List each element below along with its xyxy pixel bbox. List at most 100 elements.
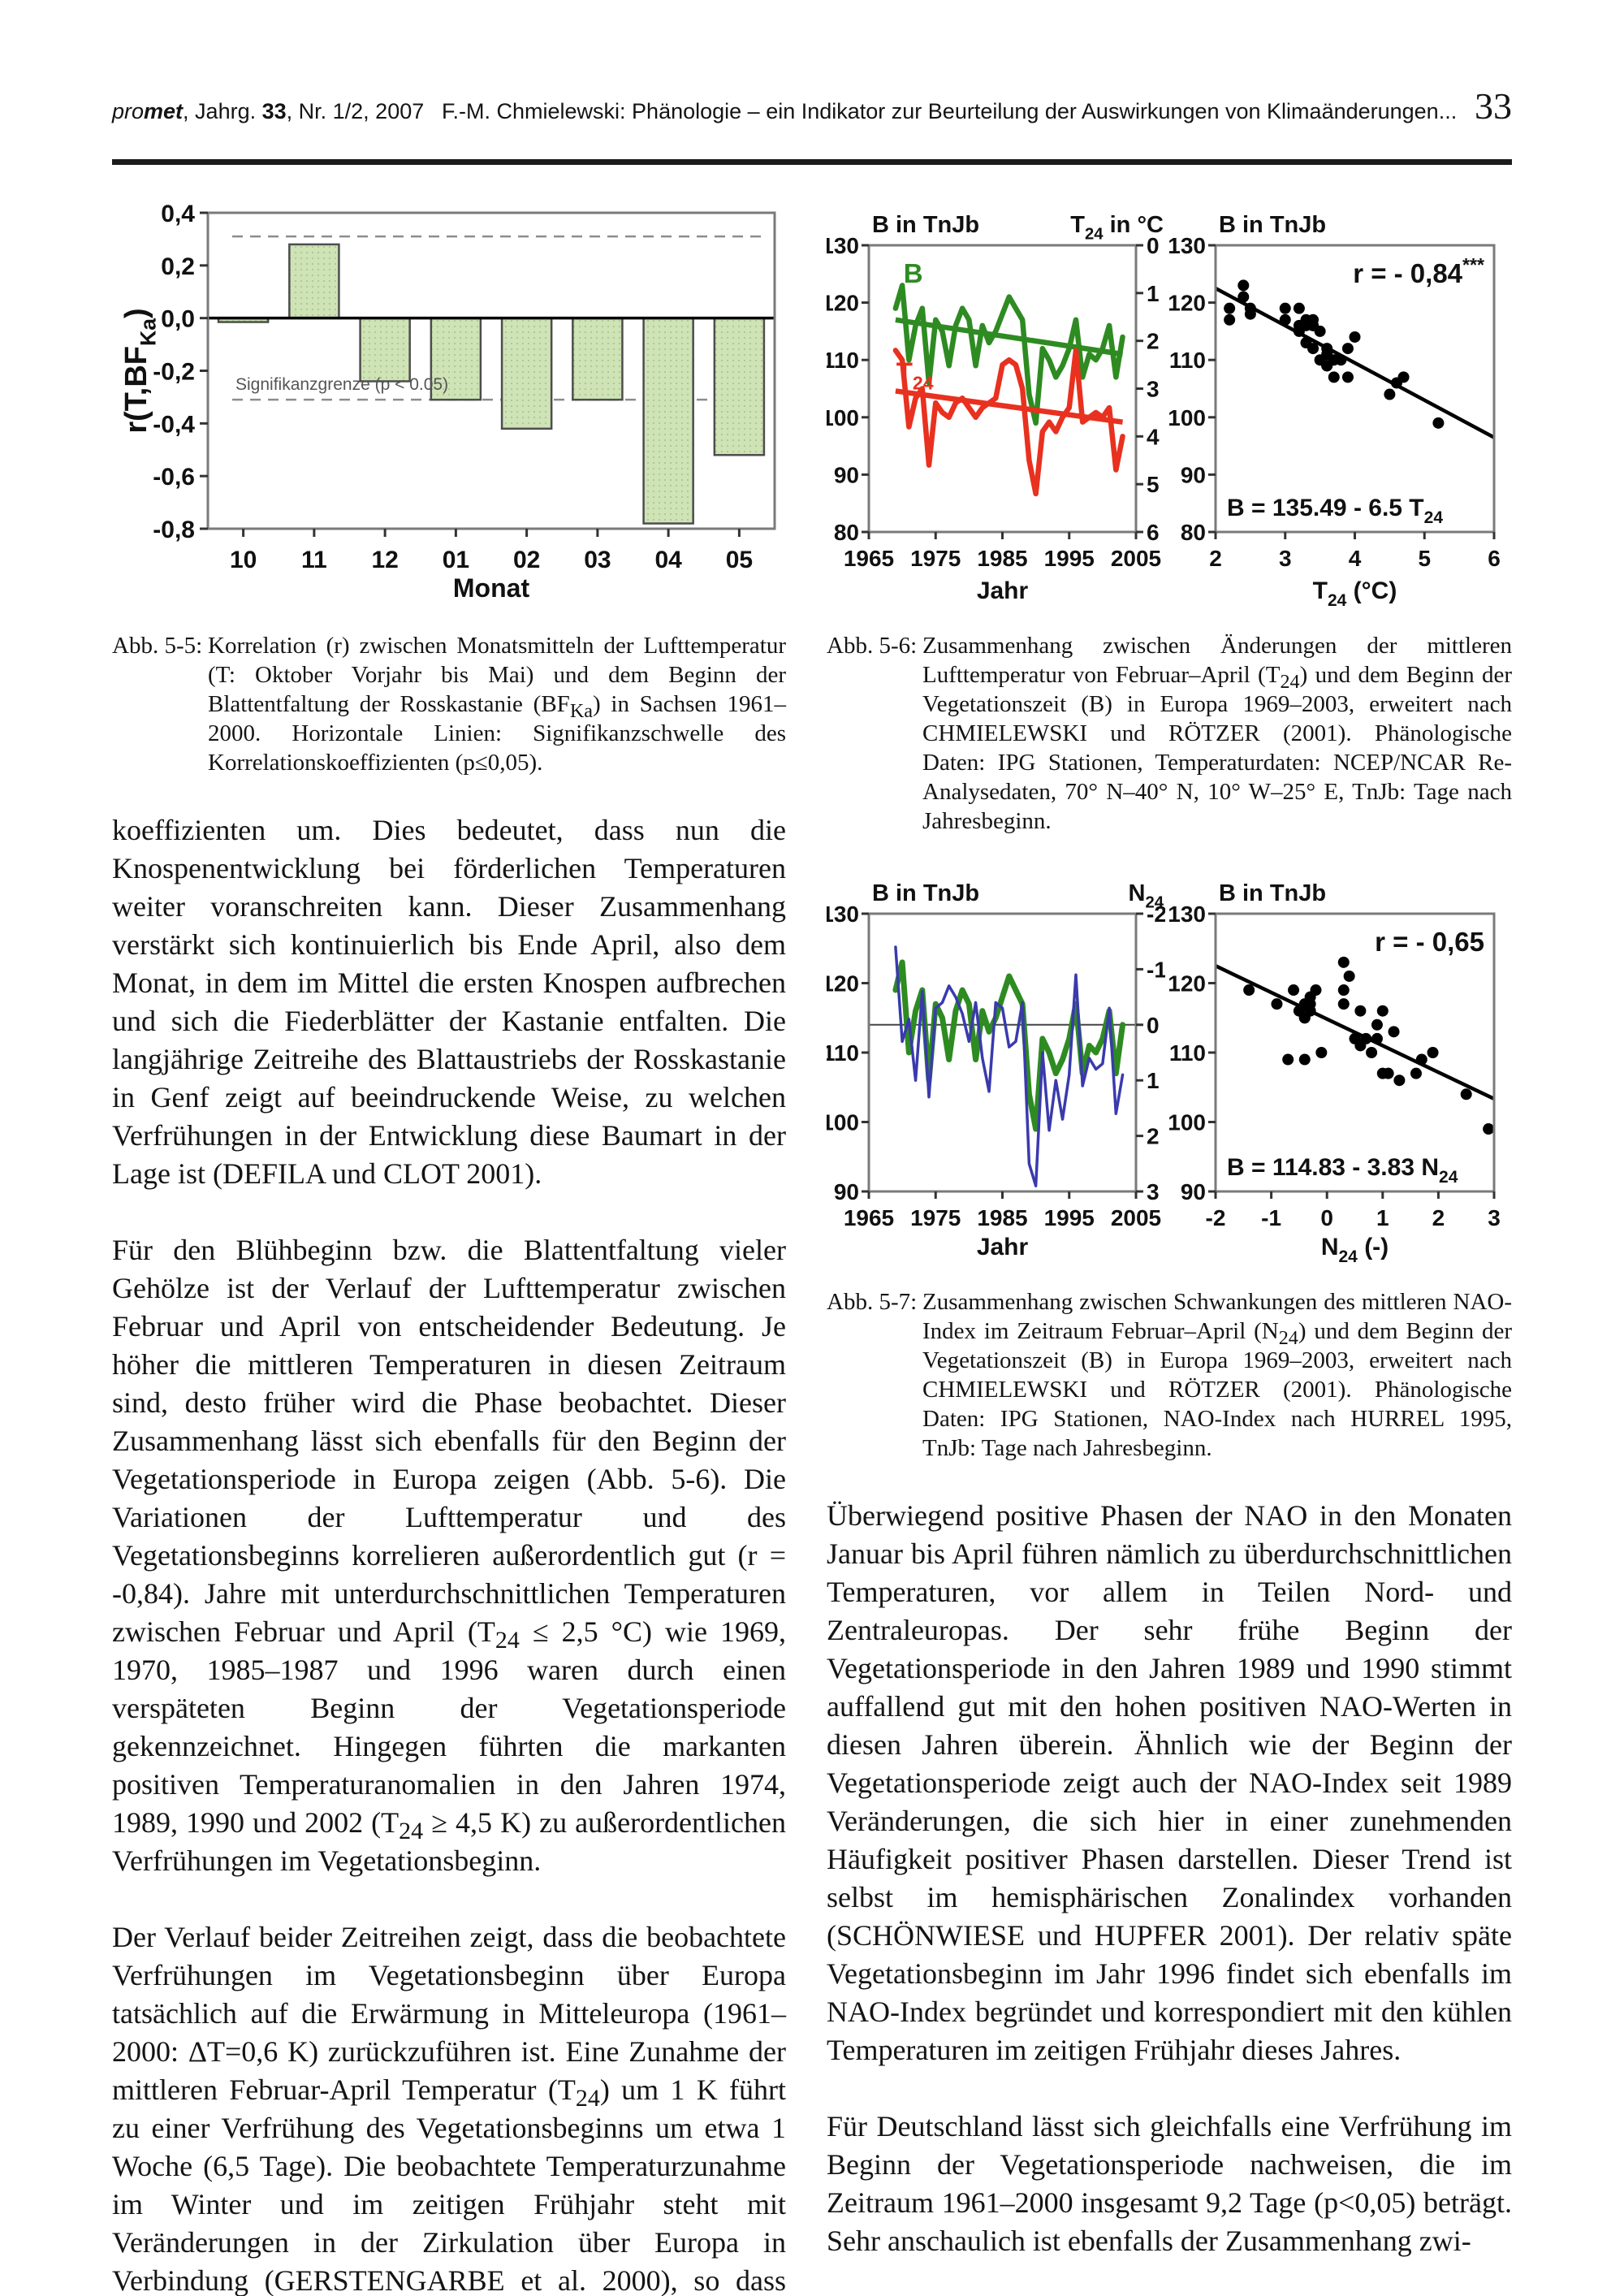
svg-text:6: 6 — [1488, 546, 1501, 571]
svg-text:2: 2 — [1147, 1124, 1160, 1149]
svg-text:1985: 1985 — [977, 546, 1027, 571]
running-title: F.-M. Chmielewski: Phänologie – ein Indi… — [442, 99, 1458, 123]
svg-text:90: 90 — [834, 462, 859, 487]
svg-text:N24 (-): N24 (-) — [1321, 1234, 1389, 1266]
svg-text:1965: 1965 — [844, 1205, 894, 1230]
svg-text:10: 10 — [230, 547, 257, 573]
caption-text: Zusammenhang zwischen Änderungen der mit… — [922, 633, 1512, 834]
svg-text:03: 03 — [584, 547, 611, 573]
svg-text:5: 5 — [1418, 546, 1431, 571]
svg-text:0,4: 0,4 — [161, 201, 195, 227]
svg-text:100: 100 — [1168, 405, 1206, 430]
figure-5-5-caption: Abb. 5-5: Korrelation (r) zwischen Monat… — [112, 631, 786, 777]
figure-5-6: B T24 1965 1975 1985 1995 2005 130 120 110 100 90 80… — [827, 200, 1512, 610]
svg-text:130: 130 — [827, 902, 859, 927]
svg-text:100: 100 — [827, 405, 859, 430]
svg-text:6: 6 — [1147, 520, 1160, 545]
svg-text:2: 2 — [1147, 329, 1160, 354]
svg-text:130: 130 — [827, 233, 859, 258]
svg-text:1985: 1985 — [977, 1205, 1027, 1230]
svg-text:-1: -1 — [1261, 1205, 1281, 1230]
svg-text:130: 130 — [1168, 233, 1206, 258]
svg-text:02: 02 — [513, 547, 540, 573]
right-column: B T24 1965 1975 1985 1995 2005 130 120 110 100 90 80… — [827, 200, 1512, 2260]
svg-text:1: 1 — [1147, 281, 1160, 306]
svg-text:110: 110 — [1169, 1040, 1206, 1066]
svg-text:120: 120 — [1168, 291, 1206, 316]
svg-text:B: B — [904, 258, 923, 288]
svg-text:80: 80 — [1181, 520, 1206, 545]
svg-text:0: 0 — [1147, 233, 1160, 258]
figure-5-5-bar-chart: 0,4 0,2 0,0 -0,2 -0,4 -0,6 -0,8 10 11 12 01 02 03 04 0… — [119, 201, 776, 603]
svg-text:1: 1 — [1147, 1068, 1160, 1093]
header-rule — [112, 159, 1512, 165]
svg-text:120: 120 — [1168, 971, 1206, 997]
left-column-text: koeffizienten um. Dies bedeutet, dass nu… — [112, 811, 786, 2296]
svg-text:0: 0 — [1320, 1205, 1333, 1230]
svg-text:100: 100 — [827, 1110, 859, 1135]
svg-text:-0,2: -0,2 — [153, 359, 195, 386]
paragraph: Überwiegend positive Phasen der NAO in d… — [827, 1499, 1512, 2066]
svg-text:110: 110 — [827, 348, 859, 373]
svg-text:T24: T24 — [896, 357, 934, 394]
svg-text:r = - 0,65: r = - 0,65 — [1375, 927, 1484, 957]
svg-text:B = 114.83 - 3.83 N24: B = 114.83 - 3.83 N24 — [1227, 1154, 1458, 1187]
svg-text:01: 01 — [443, 547, 469, 573]
svg-text:3: 3 — [1488, 1205, 1501, 1230]
svg-text:4: 4 — [1147, 424, 1160, 449]
svg-text:Monat: Monat — [453, 573, 530, 603]
svg-text:Jahr: Jahr — [977, 1234, 1029, 1260]
figure-5-6-caption: Abb. 5-6: Zusammenhang zwischen Änderung… — [827, 631, 1512, 836]
svg-text:B in TnJb: B in TnJb — [1219, 212, 1326, 238]
paragraph: koeffizienten um. Dies bedeutet, dass nu… — [112, 814, 786, 1190]
svg-text:12: 12 — [371, 547, 398, 573]
svg-text:0,2: 0,2 — [161, 253, 195, 280]
figure-5-7-timeseries-chart: 1965 1975 1985 1995 2005 130 120 110 100 90 -2 -1 0 1… — [827, 880, 1165, 1260]
caption-label: Abb. 5-6: — [827, 633, 918, 659]
svg-text:1965: 1965 — [844, 546, 894, 571]
svg-text:0,0: 0,0 — [161, 306, 195, 333]
svg-text:1975: 1975 — [910, 1205, 961, 1230]
svg-text:1975: 1975 — [910, 546, 961, 571]
svg-text:04: 04 — [654, 547, 682, 573]
page-number: 33 — [1475, 85, 1512, 127]
svg-text:90: 90 — [834, 1179, 859, 1204]
svg-text:-2: -2 — [1206, 1205, 1226, 1230]
svg-text:90: 90 — [1181, 462, 1206, 487]
journal-line: promet, Jahrg. 33, Nr. 1/2, 2007 — [112, 99, 425, 123]
figure-5-7: 1965 1975 1985 1995 2005 130 120 110 100 90 -2 -1 0 1… — [827, 868, 1512, 1266]
left-column: 0,4 0,2 0,0 -0,2 -0,4 -0,6 -0,8 10 11 12 01 02 03 04 0… — [112, 200, 786, 2296]
svg-text:1995: 1995 — [1044, 1205, 1095, 1230]
svg-text:N24: N24 — [1128, 880, 1164, 912]
svg-text:T24 (°C): T24 (°C) — [1313, 577, 1397, 610]
svg-text:5: 5 — [1147, 472, 1160, 497]
svg-text:Jahr: Jahr — [977, 577, 1029, 604]
svg-text:1995: 1995 — [1044, 546, 1095, 571]
svg-text:100: 100 — [1168, 1110, 1206, 1135]
svg-text:4: 4 — [1349, 546, 1362, 571]
svg-text:120: 120 — [827, 291, 859, 316]
svg-text:2: 2 — [1209, 546, 1222, 571]
paragraph: Für den Blühbeginn bzw. die Blattentfalt… — [112, 1234, 786, 1877]
svg-text:3: 3 — [1147, 1179, 1160, 1204]
right-column-text: Überwiegend positive Phasen der NAO in d… — [827, 1497, 1512, 2260]
svg-text:2005: 2005 — [1111, 546, 1161, 571]
svg-text:-1: -1 — [1147, 957, 1165, 982]
svg-text:0: 0 — [1147, 1013, 1160, 1038]
svg-text:110: 110 — [1169, 348, 1206, 373]
svg-text:110: 110 — [827, 1040, 859, 1066]
svg-text:B in TnJb: B in TnJb — [872, 212, 979, 238]
caption-label: Abb. 5-5: — [112, 633, 203, 659]
svg-text:-2: -2 — [1147, 902, 1165, 927]
svg-text:T24 in °C: T24 in °C — [1070, 212, 1164, 244]
svg-text:-0,6: -0,6 — [153, 464, 195, 491]
svg-text:B in TnJb: B in TnJb — [872, 880, 979, 906]
caption-text: Zusammenhang zwischen Schwankungen des m… — [922, 1289, 1512, 1461]
svg-text:3: 3 — [1279, 546, 1292, 571]
svg-text:11: 11 — [301, 547, 327, 573]
figure-5-7-caption: Abb. 5-7: Zusammenhang zwischen Schwanku… — [827, 1287, 1512, 1463]
svg-text:-0,4: -0,4 — [153, 411, 195, 438]
paragraph: Der Verlauf beider Zeitreihen zeigt, das… — [112, 1921, 787, 2296]
